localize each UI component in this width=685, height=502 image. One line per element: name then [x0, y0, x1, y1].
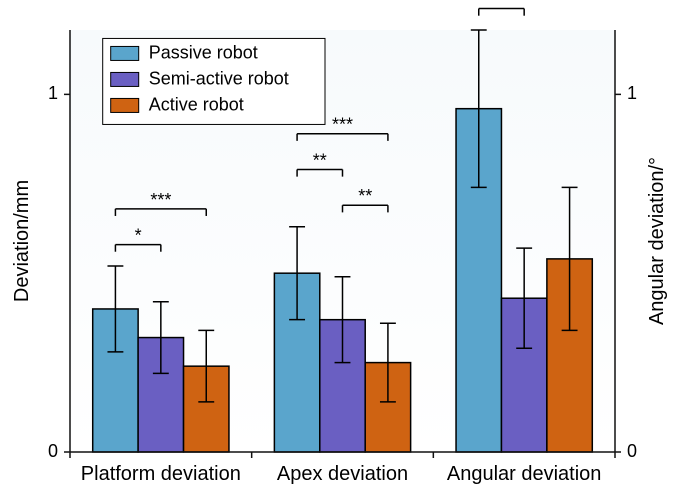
legend: Passive robot Semi-active robot Active rob… — [103, 38, 325, 124]
significance-label: *** — [491, 0, 512, 10]
y-tick-label-right: 1 — [627, 83, 637, 103]
legend-swatch — [111, 46, 139, 60]
legend-swatch — [111, 72, 139, 86]
y-axis-label-right: Angular deviation/° — [646, 157, 668, 325]
y-tick-label-left: 0 — [48, 441, 58, 461]
significance-label: ** — [358, 186, 372, 206]
significance-label: ** — [313, 150, 327, 170]
legend-label: Passive robot — [149, 42, 258, 62]
legend-label: Semi-active robot — [149, 68, 289, 88]
x-category-label: Apex deviation — [277, 463, 408, 485]
significance-label: *** — [150, 190, 171, 210]
y-axis-label-left: Deviation/mm — [11, 180, 33, 302]
y-tick-label-right: 0 — [627, 441, 637, 461]
legend-label: Active robot — [149, 94, 244, 114]
deviation-bar-chart: *****************0011Platform deviationA… — [0, 0, 685, 502]
y-tick-label-left: 1 — [48, 83, 58, 103]
chart-svg: *****************0011Platform deviationA… — [0, 0, 685, 502]
x-category-label: Angular deviation — [447, 463, 602, 485]
x-category-label: Platform deviation — [81, 463, 241, 485]
significance-label: * — [135, 226, 142, 246]
significance-label: *** — [332, 115, 353, 135]
legend-swatch — [111, 98, 139, 112]
